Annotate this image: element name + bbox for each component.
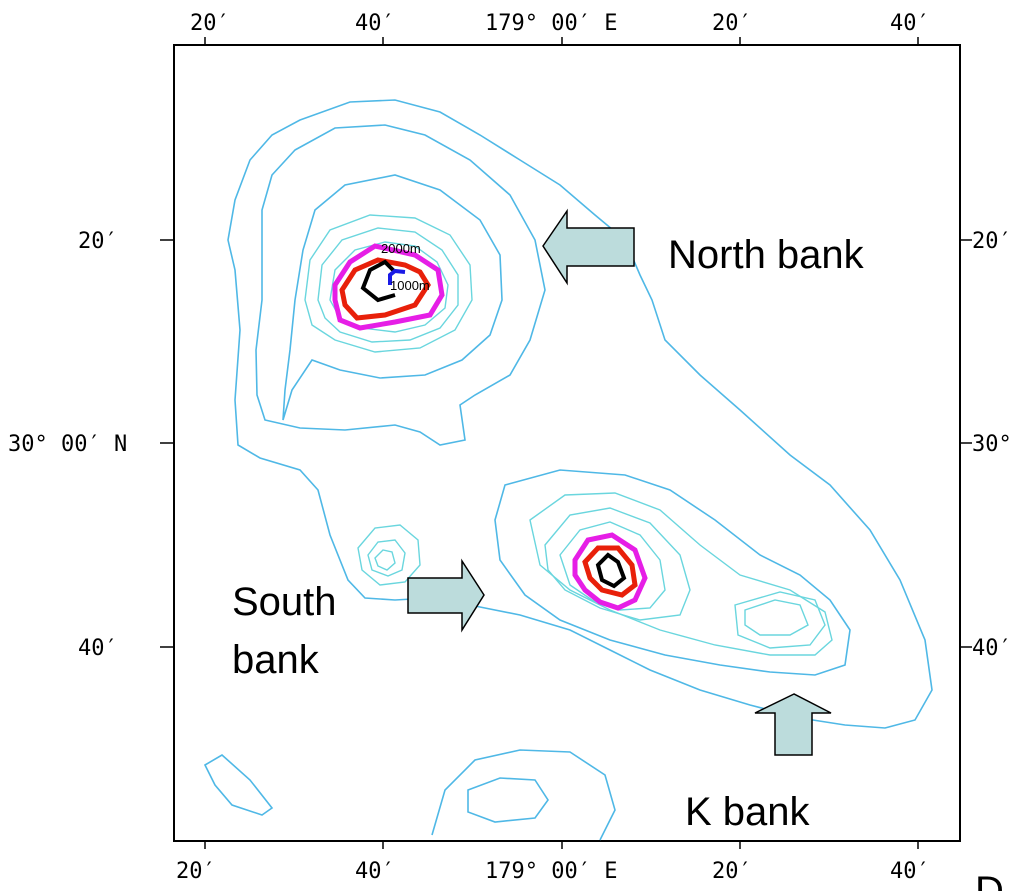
north-inner-contour: [304, 214, 473, 353]
north-outer-contour: [255, 124, 546, 446]
north-bank-arrow: [542, 208, 635, 286]
south-bank-label: bank: [232, 638, 320, 682]
top-tick-label: 20′: [190, 11, 230, 36]
corner-partial-label: D: [975, 869, 1004, 891]
seamount-contour: [367, 539, 406, 577]
magenta-contour: [332, 243, 445, 331]
blue-contour: [388, 268, 406, 285]
black-contour: [360, 259, 397, 303]
seamount-contour: [374, 549, 396, 571]
south-inner-contour: [544, 507, 691, 621]
right-tick-label: 40′: [972, 636, 1012, 661]
contour-depth-label: 2000m: [381, 241, 421, 256]
map-frame: [173, 44, 961, 842]
top-tick-label: 40′: [355, 11, 395, 36]
right-tick-label: 20′: [972, 229, 1012, 254]
bottom-tick-label: 179° 00′ E: [485, 859, 617, 884]
black-contour: [595, 552, 627, 589]
left-tick-label: 20′: [78, 229, 118, 254]
k-bank-arrow: [754, 693, 832, 756]
right-tick-label: 30°: [972, 432, 1012, 457]
north-inner-contour: [317, 227, 459, 343]
bottom-contour: [467, 777, 549, 823]
south-inner-contour: [734, 591, 826, 649]
top-tick-label: 179° 00′ E: [485, 11, 617, 36]
red-contour: [339, 257, 431, 321]
top-tick-label: 40′: [890, 11, 930, 36]
bottom-tick-label: 40′: [355, 859, 395, 884]
top-tick-label: 20′: [712, 11, 752, 36]
tick-marks: [160, 37, 972, 849]
bottom-contour: [431, 749, 616, 841]
south-inner-contour: [559, 521, 666, 611]
south-outer-contour: [494, 469, 851, 676]
k-bank-label: K bank: [685, 790, 811, 834]
south-bank-label: South: [232, 580, 337, 624]
north-bank-label: North bank: [668, 233, 865, 277]
south-inner-contour: [529, 492, 833, 656]
bottom-tick-label: 20′: [176, 859, 216, 884]
contour-depth-label: 1000m: [390, 278, 430, 293]
contours: [203, 99, 933, 841]
south-bank-arrow: [407, 558, 485, 633]
left-tick-label: 30° 00′ N: [8, 432, 127, 457]
magenta-contour: [572, 532, 648, 611]
bottom-tick-label: 40′: [890, 859, 930, 884]
central-contour: [282, 174, 503, 421]
left-tick-label: 40′: [78, 636, 118, 661]
red-contour: [582, 545, 638, 598]
seamount-contour: [357, 524, 421, 586]
bottom-tick-label: 20′: [712, 859, 752, 884]
south-inner-contour: [744, 599, 809, 636]
bottom-contour: [203, 754, 274, 816]
